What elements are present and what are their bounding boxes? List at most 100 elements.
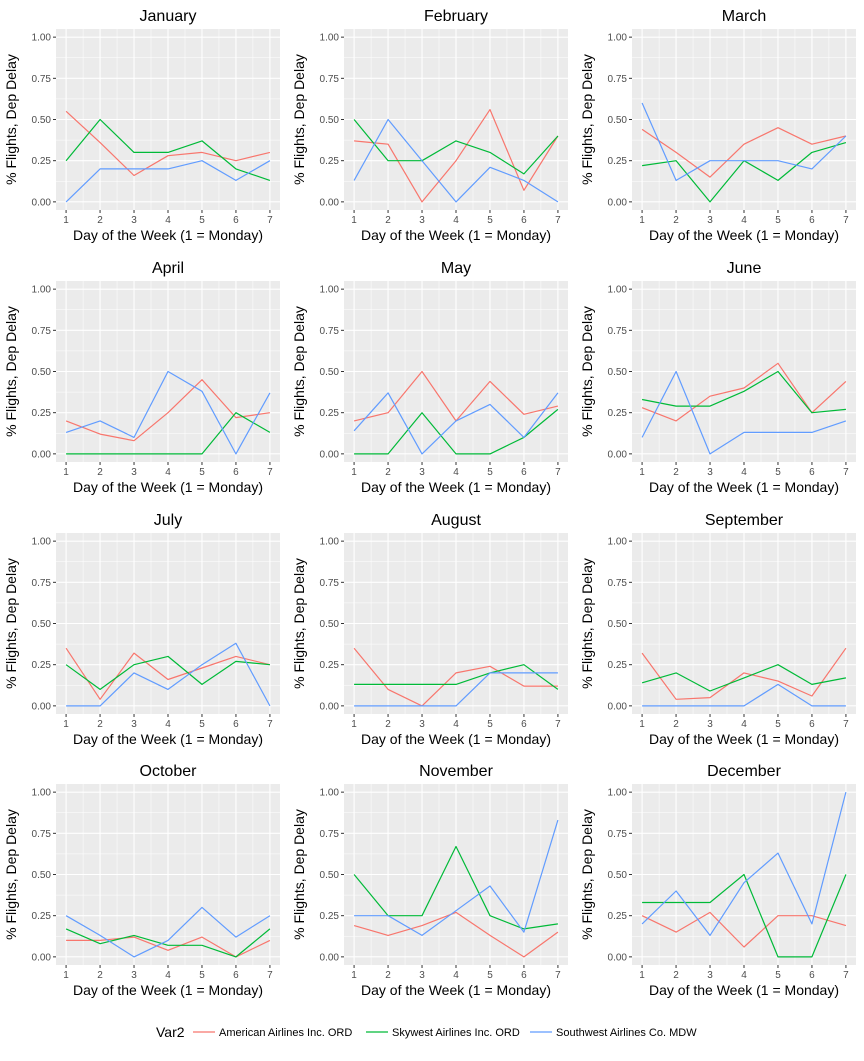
- x-tick-label: 4: [453, 970, 459, 981]
- y-axis-label: % Flights, Dep Delay: [579, 558, 595, 689]
- panel-title: August: [431, 512, 481, 529]
- panel-title: February: [424, 8, 488, 25]
- x-tick-label: 1: [63, 467, 69, 478]
- x-tick-label: 7: [843, 719, 849, 730]
- x-tick-label: 1: [639, 215, 645, 226]
- x-axis-label: Day of the Week (1 = Monday): [73, 982, 263, 998]
- y-tick-label: 0.00: [608, 449, 628, 460]
- x-tick-label: 6: [233, 467, 239, 478]
- y-tick-label: 0.75: [32, 326, 52, 337]
- legend-label: Skywest Airlines Inc. ORD: [392, 1027, 520, 1039]
- y-tick-label: 1.00: [32, 285, 52, 296]
- series-line: [354, 672, 558, 707]
- x-axis-label: Day of the Week (1 = Monday): [361, 479, 551, 495]
- x-tick-label: 2: [673, 970, 679, 981]
- y-tick-label: 0.75: [32, 74, 52, 85]
- x-tick-label: 5: [199, 970, 205, 981]
- x-tick-label: 5: [199, 215, 205, 226]
- x-tick-label: 5: [487, 215, 493, 226]
- series-line: [353, 647, 558, 707]
- panel-title: September: [705, 512, 784, 529]
- y-axis-label: % Flights, Dep Delay: [3, 306, 19, 437]
- series-line: [641, 127, 847, 178]
- x-tick-label: 4: [165, 467, 171, 478]
- series-line: [65, 118, 271, 181]
- series-line: [66, 412, 271, 455]
- y-tick-label: 0.50: [608, 367, 628, 378]
- y-tick-label: 0.00: [32, 197, 52, 208]
- x-tick-label: 5: [775, 719, 781, 730]
- y-tick-label: 0.25: [320, 156, 340, 167]
- x-axis-label: Day of the Week (1 = Monday): [361, 731, 551, 747]
- series-line: [353, 119, 559, 175]
- y-tick-label: 0.75: [320, 578, 340, 589]
- y-tick-label: 1.00: [608, 788, 628, 799]
- y-tick-label: 0.75: [320, 326, 340, 337]
- x-tick-label: 6: [521, 215, 527, 226]
- y-tick-label: 0.00: [32, 952, 52, 963]
- y-tick-label: 1.00: [320, 33, 340, 44]
- x-tick-label: 7: [267, 970, 273, 981]
- y-tick-label: 1.00: [32, 33, 52, 44]
- x-axis-label: Day of the Week (1 = Monday): [73, 227, 263, 243]
- x-tick-label: 7: [843, 467, 849, 478]
- x-tick-label: 4: [165, 970, 171, 981]
- series-line: [354, 664, 559, 690]
- series-line: [641, 911, 847, 948]
- x-tick-label: 5: [487, 970, 493, 981]
- x-tick-label: 6: [233, 215, 239, 226]
- y-tick-label: 0.25: [608, 911, 628, 922]
- x-tick-label: 5: [487, 719, 493, 730]
- x-tick-label: 1: [351, 970, 357, 981]
- y-tick-label: 1.00: [608, 33, 628, 44]
- series-line: [65, 160, 271, 203]
- panel-title: January: [140, 8, 197, 25]
- x-tick-label: 4: [453, 719, 459, 730]
- x-tick-label: 3: [707, 970, 713, 981]
- x-tick-label: 3: [419, 970, 425, 981]
- x-tick-label: 6: [521, 970, 527, 981]
- series-line: [641, 664, 847, 692]
- y-tick-label: 1.00: [608, 285, 628, 296]
- y-axis-label: % Flights, Dep Delay: [291, 306, 307, 437]
- x-tick-label: 1: [351, 215, 357, 226]
- y-tick-label: 0.75: [608, 578, 628, 589]
- x-tick-label: 6: [233, 719, 239, 730]
- x-tick-label: 1: [351, 467, 357, 478]
- legend-label: Southwest Airlines Co. MDW: [556, 1027, 697, 1039]
- x-tick-label: 6: [809, 719, 815, 730]
- x-tick-label: 4: [741, 719, 747, 730]
- x-tick-label: 3: [707, 719, 713, 730]
- series-line: [65, 370, 271, 455]
- y-tick-label: 0.00: [320, 952, 340, 963]
- x-tick-label: 7: [555, 467, 561, 478]
- x-axis-label: Day of the Week (1 = Monday): [649, 731, 839, 747]
- x-tick-label: 1: [639, 719, 645, 730]
- series-line: [65, 928, 271, 958]
- panel-title: December: [707, 763, 781, 780]
- x-axis-label: Day of the Week (1 = Monday): [73, 479, 263, 495]
- panel-title: May: [441, 260, 471, 277]
- series-line: [65, 655, 270, 691]
- x-tick-label: 4: [165, 215, 171, 226]
- x-tick-label: 5: [775, 467, 781, 478]
- y-tick-label: 0.50: [320, 115, 340, 126]
- y-tick-label: 1.00: [320, 537, 340, 548]
- y-tick-label: 0.75: [32, 829, 52, 840]
- y-tick-label: 0.50: [320, 870, 340, 881]
- x-tick-label: 7: [267, 719, 273, 730]
- series-line: [641, 102, 847, 181]
- y-tick-label: 0.00: [320, 197, 340, 208]
- x-tick-label: 2: [385, 970, 391, 981]
- x-tick-label: 1: [639, 970, 645, 981]
- x-tick-label: 7: [555, 970, 561, 981]
- y-tick-label: 0.50: [320, 619, 340, 630]
- x-tick-label: 5: [199, 719, 205, 730]
- y-tick-label: 0.25: [32, 408, 52, 419]
- y-axis-label: % Flights, Dep Delay: [3, 558, 19, 689]
- y-tick-label: 0.50: [32, 870, 52, 881]
- x-tick-label: 2: [385, 719, 391, 730]
- x-tick-label: 2: [97, 719, 103, 730]
- x-tick-label: 3: [419, 467, 425, 478]
